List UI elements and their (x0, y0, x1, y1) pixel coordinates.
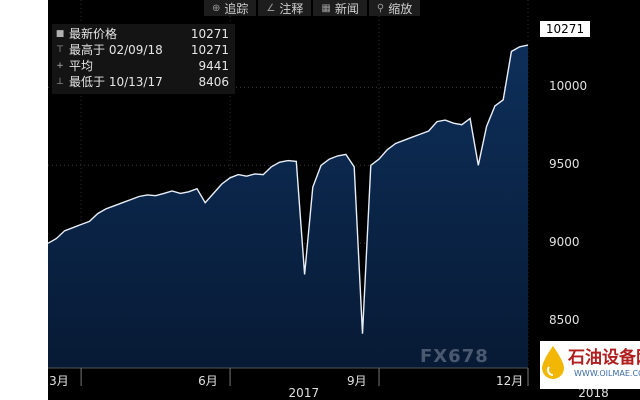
x-year-label: 2017 (288, 386, 320, 400)
legend-value: 9441 (198, 59, 229, 73)
legend-value: 8406 (198, 75, 229, 89)
y-tick-label: 8500 (549, 313, 580, 328)
crosshair-icon: ⊕ (212, 2, 221, 14)
legend-row-average: + 平均 9441 (52, 58, 235, 74)
trace-button[interactable]: ⊕ 追踪 (204, 0, 257, 16)
chart-frame: ⊕ 追踪 ∠ 注释 ▦ 新闻 ⚲ 缩放 ■ 最新价格 10271 ⊤ 最高于 0… (48, 0, 640, 400)
legend-label: 平均 (69, 59, 94, 73)
legend-label: 最低于 10/13/17 (69, 75, 163, 89)
trace-label: 追踪 (224, 1, 249, 16)
y-tick-label: 9500 (549, 157, 580, 172)
newspaper-icon: ▦ (321, 2, 331, 14)
legend-label: 最新价格 (69, 27, 118, 41)
oil-drop-icon (542, 346, 564, 379)
y-tick-label: 10000 (549, 79, 588, 94)
y-tick-label: 9000 (549, 235, 580, 250)
x-tick-label: 3月 (49, 374, 69, 388)
high-marker-icon: ⊤ (56, 45, 64, 55)
legend-row-low: ⊥ 最低于 10/13/17 8406 (52, 74, 235, 90)
zoom-icon: ⚲ (376, 2, 385, 14)
legend-row-last-price: ■ 最新价格 10271 (52, 26, 235, 42)
average-marker-icon: + (56, 61, 64, 71)
zoom-button[interactable]: ⚲ 缩放 (368, 0, 421, 16)
legend-value: 10271 (190, 27, 229, 41)
square-icon: ■ (55, 29, 65, 39)
faint-watermark-logo: FX678 (420, 346, 489, 367)
current-price-label: 10271 (540, 21, 590, 37)
watermark-title: 石油设备网 (568, 348, 640, 368)
zoom-label: 缩放 (388, 1, 413, 16)
legend-row-high: ⊤ 最高于 02/09/18 10271 (52, 42, 235, 58)
price-line (48, 44, 529, 334)
legend-label: 最高于 02/09/18 (69, 43, 163, 57)
low-marker-icon: ⊥ (56, 77, 64, 87)
annotate-button[interactable]: ∠ 注释 (258, 0, 312, 16)
x-tick-label: 12月 (496, 374, 524, 388)
news-button[interactable]: ▦ 新闻 (313, 0, 367, 16)
watermark-url: WWW.OILMAE.COM (574, 369, 640, 378)
annotate-label: 注释 (279, 1, 304, 16)
x-tick-marks (80, 368, 529, 386)
x-tick-label: 9月 (347, 374, 367, 388)
pencil-icon: ∠ (266, 2, 276, 14)
x-tick-label: 6月 (198, 374, 218, 388)
watermark-logo: 石油设备网 WWW.OILMAE.COM (540, 341, 640, 389)
price-area (48, 45, 528, 368)
chart-legend[interactable]: ■ 最新价格 10271 ⊤ 最高于 02/09/18 10271 + 平均 9… (52, 24, 235, 94)
chart-toolbar: ⊕ 追踪 ∠ 注释 ▦ 新闻 ⚲ 缩放 (204, 0, 421, 16)
legend-value: 10271 (190, 43, 229, 57)
x-year-label: 2018 (578, 386, 609, 400)
news-label: 新闻 (334, 1, 359, 16)
